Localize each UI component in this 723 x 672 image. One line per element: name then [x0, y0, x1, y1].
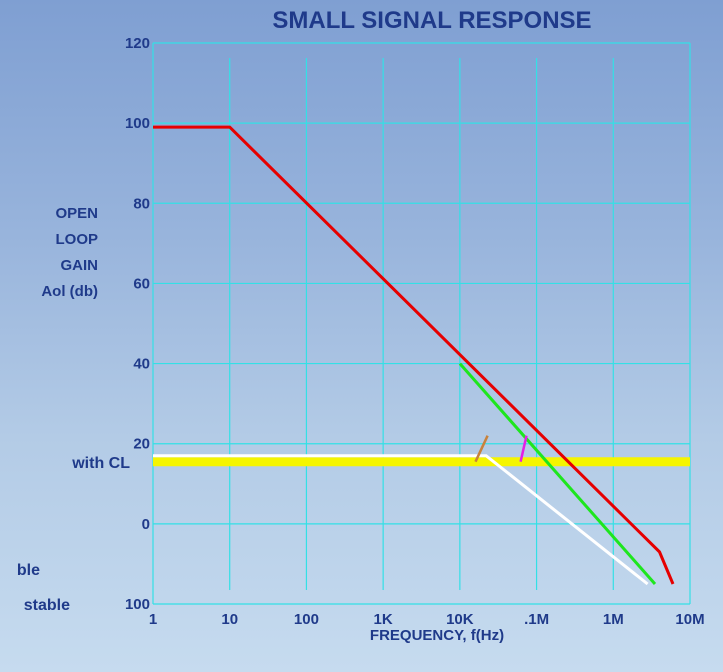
y-tick-label: 20	[133, 436, 150, 453]
y-axis-label-line: Aol (db)	[41, 283, 98, 300]
y-tick-label: 40	[133, 356, 150, 373]
x-tick-label: 1K	[374, 611, 393, 628]
y-tick-label: 120	[125, 35, 150, 52]
y-tick-label: 100	[125, 115, 150, 132]
x-tick-label: .1M	[524, 611, 549, 628]
x-tick-label: 10M	[675, 611, 704, 628]
x-tick-label: 10	[221, 611, 238, 628]
series-line-green	[458, 362, 657, 585]
series-line-white	[153, 454, 649, 586]
side-labels: with CL ble stable	[17, 455, 130, 614]
chart-grid	[152, 42, 691, 605]
chart-series	[153, 125, 690, 586]
side-label: ble	[17, 562, 40, 579]
series-line-orange	[474, 435, 489, 463]
y-tick-label: 80	[133, 195, 150, 212]
y-tick-label: 100	[125, 596, 150, 613]
x-tick-label: 1	[149, 611, 157, 628]
y-axis-label-line: OPEN	[55, 205, 98, 222]
x-axis-label: FREQUENCY, f(Hz)	[370, 627, 504, 644]
side-label: stable	[24, 597, 70, 614]
y-tick-labels: 120 100 80 60 40 20 0 100	[125, 35, 150, 613]
y-tick-label: 0	[142, 516, 150, 533]
chart-title: SMALL SIGNAL RESPONSE	[272, 7, 591, 34]
y-axis-label-line: LOOP	[55, 231, 98, 248]
side-label: with CL	[71, 455, 130, 472]
y-tick-label: 60	[133, 275, 150, 292]
y-axis-label-line: GAIN	[61, 257, 99, 274]
series-line-open-loop	[153, 125, 675, 585]
x-tick-label: 100	[294, 611, 319, 628]
y-axis-label: OPEN LOOP GAIN Aol (db)	[41, 205, 98, 300]
x-tick-label: 10K	[446, 611, 474, 628]
x-tick-label: 1M	[603, 611, 624, 628]
x-tick-labels: 1 10 100 1K 10K .1M 1M 10M	[149, 611, 705, 628]
series-line-magenta	[519, 435, 528, 462]
